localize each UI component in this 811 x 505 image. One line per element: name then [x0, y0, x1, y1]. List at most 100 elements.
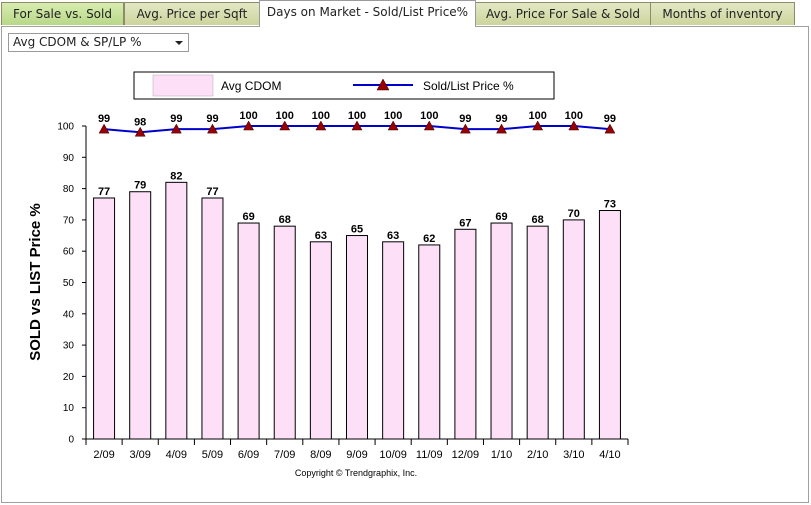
- line-marker: [243, 120, 255, 131]
- line-value-label: 100: [528, 110, 546, 122]
- x-category-label: 3/10: [563, 449, 584, 461]
- line-marker: [279, 120, 291, 131]
- bar-value-label: 67: [459, 217, 471, 229]
- y-axis-label: SOLD vs LIST Price %: [27, 203, 44, 361]
- bar: [526, 225, 549, 440]
- bar: [382, 241, 405, 440]
- line-marker: [459, 123, 471, 134]
- bar-value-label: 65: [351, 224, 363, 236]
- line-marker: [387, 120, 399, 131]
- tab-bar: For Sale vs. Sold Avg. Price per Sqft Da…: [0, 0, 811, 27]
- bar-value-label: 63: [315, 230, 327, 242]
- line-value-label: 99: [459, 113, 471, 125]
- line-marker: [532, 120, 544, 131]
- y-tick-label: 10: [63, 403, 75, 414]
- y-tick-label: 20: [63, 372, 75, 383]
- x-category-label: 6/09: [238, 449, 259, 461]
- y-tick-label: 60: [63, 247, 75, 258]
- line-value-label: 100: [565, 110, 583, 122]
- bar: [562, 219, 585, 440]
- chevron-down-icon: [175, 41, 183, 45]
- y-tick-label: 50: [63, 278, 75, 289]
- bar: [273, 225, 296, 440]
- line-marker: [604, 123, 616, 134]
- legend-marker: [376, 78, 390, 91]
- line-value-label: 100: [384, 110, 402, 122]
- bar-value-label: 73: [604, 199, 616, 211]
- line-value-label: 99: [206, 113, 218, 125]
- line-value-label: 100: [239, 110, 257, 122]
- legend: Avg CDOM Sold/List Price %: [133, 71, 555, 100]
- legend-swatch-bar: [152, 74, 214, 97]
- y-tick-label: 100: [57, 122, 74, 133]
- x-category-label: 12/09: [452, 449, 480, 461]
- tab-months-of-inventory[interactable]: Months of inventory: [650, 2, 795, 25]
- dropdown-value: Avg CDOM & SP/LP %: [13, 35, 142, 49]
- bar: [418, 244, 441, 440]
- y-tick-label: 70: [63, 215, 75, 226]
- line-value-label: 100: [420, 110, 438, 122]
- line-value-label: 100: [348, 110, 366, 122]
- y-tick-label: 80: [63, 184, 75, 195]
- bar: [93, 197, 116, 440]
- legend-label-line: Sold/List Price %: [423, 79, 514, 93]
- bar-value-label: 82: [170, 170, 182, 182]
- plot-area: 0 10 20 30 40 50 60 70 80 90 100 77 2/09 79 3/09 82 4/09…: [57, 110, 629, 461]
- line-value-label: 99: [604, 113, 616, 125]
- y-tick-label: 40: [63, 309, 75, 320]
- x-category-label: 5/09: [202, 449, 223, 461]
- bar-value-label: 68: [532, 214, 544, 226]
- bar-value-label: 79: [134, 180, 146, 192]
- bar: [598, 210, 621, 440]
- bar-value-label: 62: [423, 233, 435, 245]
- tab-days-on-market[interactable]: Days on Market - Sold/List Price%: [259, 0, 476, 27]
- x-category-label: 1/10: [491, 449, 512, 461]
- line-marker: [351, 120, 363, 131]
- tab-for-sale-vs-sold[interactable]: For Sale vs. Sold: [1, 2, 124, 25]
- y-tick-label: 90: [63, 153, 75, 164]
- tab-avg-price-for-sale-sold[interactable]: Avg. Price For Sale & Sold: [475, 2, 651, 25]
- bar: [309, 241, 332, 440]
- chart-type-dropdown[interactable]: Avg CDOM & SP/LP %: [8, 33, 189, 52]
- bar-value-label: 70: [568, 208, 580, 220]
- bar-value-label: 68: [279, 214, 291, 226]
- bar-value-label: 77: [98, 186, 110, 198]
- x-category-label: 9/09: [346, 449, 367, 461]
- tab-avg-price-per-sqft[interactable]: Avg. Price per Sqft: [124, 2, 260, 25]
- bar: [237, 222, 260, 440]
- line-value-label: 98: [134, 116, 146, 128]
- line-marker: [568, 120, 580, 131]
- copyright-text: Copyright © Trendgraphix, Inc.: [295, 468, 417, 478]
- x-category-label: 4/10: [599, 449, 620, 461]
- bar-value-label: 69: [242, 211, 254, 223]
- line-marker: [496, 123, 507, 134]
- line-value-label: 99: [98, 113, 110, 125]
- legend-label-bar: Avg CDOM: [221, 79, 281, 93]
- line-marker: [423, 120, 435, 131]
- y-tick-label: 30: [63, 341, 75, 352]
- line-value-label: 100: [312, 110, 330, 122]
- y-tick-label: 0: [68, 435, 74, 446]
- line-marker: [134, 126, 146, 137]
- bar-value-label: 69: [495, 211, 507, 223]
- x-category-label: 11/09: [416, 449, 443, 461]
- bar-value-label: 77: [206, 186, 218, 198]
- bar: [129, 191, 152, 440]
- bar: [490, 222, 513, 440]
- x-category-label: 7/09: [274, 449, 295, 461]
- x-category-label: 8/09: [310, 449, 331, 461]
- bar: [454, 228, 477, 440]
- x-category-label: 2/10: [527, 449, 548, 461]
- x-category-label: 3/09: [129, 449, 150, 461]
- line-marker: [207, 123, 218, 134]
- bar: [346, 235, 368, 440]
- bar: [165, 181, 188, 440]
- x-category-label: 4/09: [166, 449, 187, 461]
- line-marker: [315, 120, 327, 131]
- line-marker: [98, 123, 110, 134]
- bar: [201, 197, 224, 440]
- line-value-label: 100: [276, 110, 294, 122]
- line-marker: [170, 123, 182, 134]
- x-category-label: 2/09: [93, 449, 114, 461]
